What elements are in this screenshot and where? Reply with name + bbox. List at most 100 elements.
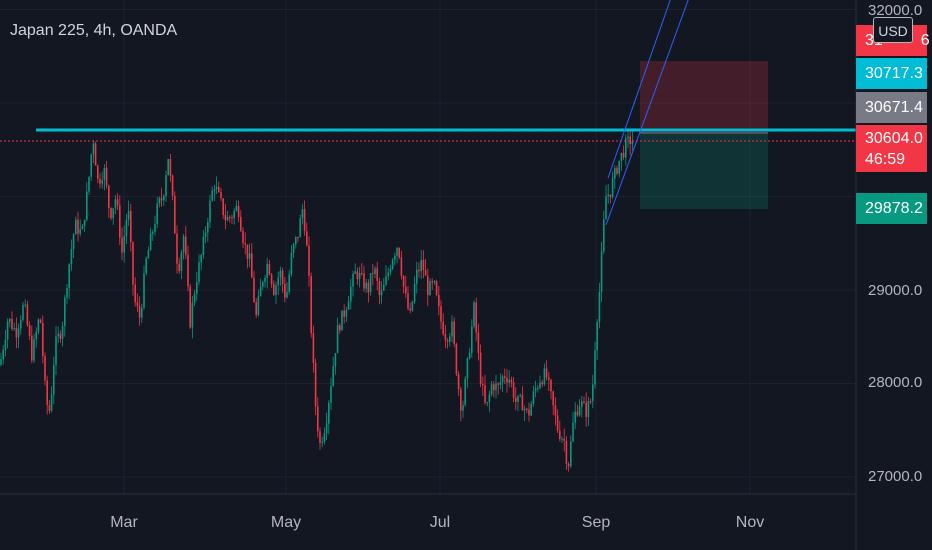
candle-body — [367, 282, 370, 293]
candle-body — [510, 379, 513, 383]
candle-body — [0, 359, 2, 365]
candle-body — [460, 389, 462, 411]
candle-body — [79, 229, 81, 234]
candle-body — [363, 273, 365, 289]
candle-body — [130, 210, 132, 243]
candle-body — [325, 423, 328, 434]
candle-body — [592, 384, 594, 402]
candle-body — [497, 383, 499, 385]
crosshair-price-label: 30671.4 — [856, 92, 927, 123]
candle-body — [163, 195, 165, 201]
trend-channel[interactable] — [605, 0, 690, 226]
trend-line-upper[interactable] — [607, 0, 672, 179]
candle-body — [4, 339, 7, 350]
candle-body — [114, 199, 117, 209]
candle-body — [622, 152, 625, 158]
candle-body — [211, 190, 213, 201]
candle-body — [15, 328, 18, 338]
candle-body — [127, 210, 130, 220]
candle-body — [92, 143, 95, 155]
candle-body — [94, 143, 97, 166]
candle-body — [427, 275, 429, 296]
candle-body — [308, 245, 310, 277]
candle-body — [334, 353, 337, 367]
candle-body — [149, 233, 152, 251]
candle-body — [319, 431, 321, 443]
candle-body — [534, 388, 537, 392]
time-label: Nov — [735, 514, 765, 531]
candle-body — [182, 236, 185, 253]
stop-zone[interactable] — [640, 61, 768, 133]
candle-body — [273, 284, 275, 295]
candle-body — [290, 253, 293, 275]
candle-body — [156, 203, 158, 224]
candle-body — [444, 334, 447, 341]
candle-body — [112, 208, 114, 219]
candle-body — [468, 352, 471, 359]
candle-body — [352, 273, 354, 287]
candle-body — [196, 282, 198, 294]
candle-body — [37, 319, 40, 332]
candle-body — [165, 174, 167, 196]
candle-body — [413, 283, 416, 302]
candle-body — [526, 408, 528, 410]
candle-body — [191, 302, 194, 328]
currency-button[interactable]: USD — [873, 17, 913, 43]
candle-body — [204, 232, 207, 237]
symbol-title[interactable]: Japan 225, 4h, OANDA — [10, 22, 178, 39]
price-tick: 29000.0 — [868, 282, 923, 299]
candle-body — [576, 411, 579, 416]
candle-body — [420, 260, 422, 272]
candle-body — [119, 205, 121, 238]
candle-body — [629, 136, 631, 145]
candle-body — [321, 441, 323, 443]
candle-body — [185, 236, 187, 255]
candle-body — [48, 405, 51, 411]
candle-body — [499, 382, 502, 385]
candle-body — [202, 236, 205, 256]
candle-body — [451, 321, 453, 337]
candle-body — [620, 152, 623, 161]
candle-body — [200, 255, 202, 263]
candle-body — [39, 319, 42, 323]
price-axis[interactable]: 32000.0 29000.0 28000.0 27000.0 — [856, 0, 932, 494]
candle-body — [631, 141, 634, 145]
candle-body — [233, 210, 235, 219]
candle-body — [301, 209, 304, 219]
candle-body — [600, 251, 603, 292]
candle-body — [361, 273, 363, 275]
candle-body — [407, 293, 409, 309]
position-tool[interactable] — [640, 61, 768, 209]
candle-body — [244, 243, 246, 245]
candle-body — [55, 336, 57, 366]
candle-body — [141, 307, 143, 318]
candle-body — [138, 306, 141, 318]
candle-body — [160, 198, 163, 201]
candle-body — [545, 368, 548, 378]
candle-body — [565, 440, 568, 464]
candle-body — [583, 401, 585, 403]
candle-body — [9, 318, 11, 322]
candle-body — [136, 302, 139, 307]
candle-body — [257, 296, 260, 315]
candle-body — [378, 281, 381, 296]
candle-body — [145, 258, 147, 274]
candle-body — [90, 154, 92, 177]
candle-body — [266, 263, 268, 278]
candle-body — [440, 306, 442, 322]
trend-line-lower[interactable] — [605, 0, 690, 226]
candle-body — [554, 405, 557, 416]
candle-body — [121, 237, 123, 253]
candle-body — [253, 277, 255, 303]
candle-body — [618, 160, 620, 174]
time-axis[interactable]: Mar May Jul Sep Nov — [0, 494, 856, 550]
target-zone[interactable] — [640, 133, 768, 209]
candle-body — [174, 195, 176, 234]
candle-body — [486, 402, 488, 404]
candle-body — [259, 286, 262, 297]
candle-body — [605, 196, 607, 220]
candle-body — [169, 159, 172, 176]
candle-body — [279, 270, 282, 278]
